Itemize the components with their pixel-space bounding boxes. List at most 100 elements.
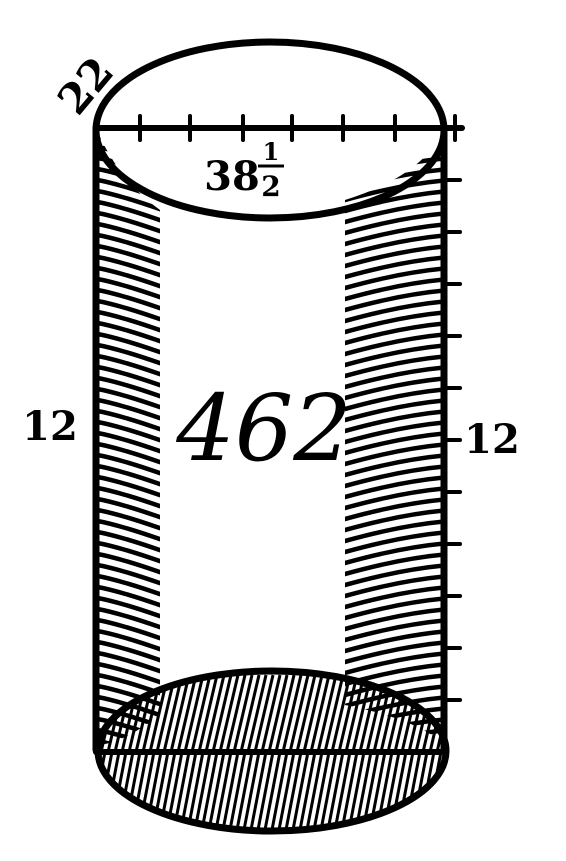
- left-height-label: 12: [22, 403, 78, 450]
- bottom-hatch-stroke: [444, 751, 446, 831]
- bottom-hatch-stroke: [276, 751, 296, 831]
- right-hatch-stroke: [345, 562, 444, 590]
- bottom-hatch-stroke: [206, 751, 226, 831]
- bottom-hatch-stroke: [61, 752, 77, 835]
- right-hatch-stroke: [345, 507, 444, 535]
- bottom-hatch-stroke: [344, 674, 366, 753]
- bottom-hatch-stroke: [288, 674, 310, 753]
- bottom-hatch-stroke: [234, 751, 254, 831]
- right-hatch-stroke: [345, 551, 444, 579]
- top-diameter-fraction-denominator: 2: [261, 170, 280, 203]
- bottom-hatch-stroke: [66, 675, 84, 752]
- bottom-hatch-stroke: [218, 674, 240, 753]
- bottom-hatch-stroke: [330, 674, 352, 753]
- bottom-hatch-stroke: [73, 675, 91, 752]
- right-hatch-stroke: [345, 617, 444, 645]
- bottom-hatch-stroke: [269, 751, 289, 831]
- right-hatch-stroke: [345, 463, 444, 491]
- right-hatch-stroke: [345, 232, 444, 260]
- right-hatch-stroke: [345, 210, 444, 238]
- right-hatch-stroke: [345, 331, 444, 359]
- bottom-hatch-stroke: [323, 674, 345, 753]
- bottom-hatch-stroke: [318, 751, 338, 831]
- right-hatch-stroke: [345, 199, 444, 227]
- bottom-hatch-stroke: [176, 674, 198, 753]
- bottom-hatch-stroke: [98, 751, 100, 831]
- bottom-hatch-stroke: [246, 674, 268, 753]
- right-hatch-stroke: [345, 430, 444, 458]
- right-hatch-stroke: [345, 397, 444, 425]
- bottom-hatch-stroke: [162, 674, 184, 753]
- right-hatch-stroke: [345, 287, 444, 315]
- right-hatch-stroke: [345, 474, 444, 502]
- right-hatch-stroke: [345, 408, 444, 436]
- bottom-hatch-stroke: [241, 751, 261, 831]
- right-hatch-stroke: [345, 518, 444, 546]
- bottom-hatch-stroke: [297, 751, 317, 831]
- bottom-hatch-stroke: [183, 674, 205, 753]
- bottom-hatch-stroke: [283, 751, 303, 831]
- bottom-hatch-stroke: [262, 751, 282, 831]
- bottom-hatch-stroke: [52, 675, 70, 752]
- right-hatch-stroke: [345, 221, 444, 249]
- bottom-hatch-stroke: [54, 752, 70, 835]
- bottom-hatch-stroke: [453, 752, 469, 835]
- bottom-hatch-stroke: [267, 674, 289, 753]
- right-hatch-stroke: [345, 353, 444, 381]
- bottom-hatch-stroke: [227, 751, 247, 831]
- right-hatch-stroke: [345, 573, 444, 601]
- right-hatch-stroke: [345, 650, 444, 678]
- bottom-hatch-stroke: [253, 674, 275, 753]
- bottom-hatch-stroke: [213, 751, 233, 831]
- bottom-hatch-stroke: [337, 674, 359, 753]
- right-hatch-stroke: [345, 639, 444, 667]
- right-hatch-stroke: [345, 452, 444, 480]
- right-hatch-stroke: [345, 298, 444, 326]
- bottom-hatch-stroke: [211, 674, 233, 753]
- right-hatch-stroke: [345, 342, 444, 370]
- right-hatch-stroke: [345, 386, 444, 414]
- right-hatch-stroke: [345, 320, 444, 348]
- right-height-label: 12: [464, 416, 520, 463]
- bottom-hatch-stroke: [435, 674, 446, 753]
- right-hatch-stroke: [345, 254, 444, 282]
- bottom-hatch-stroke: [304, 751, 324, 831]
- bottom-hatch-stroke: [239, 674, 261, 753]
- bottom-hatch-stroke: [220, 751, 240, 831]
- right-hatch-stroke: [345, 595, 444, 623]
- bottom-hatch-stroke: [281, 674, 303, 753]
- bottom-hatch-stroke: [260, 674, 282, 753]
- right-height-scale: [442, 178, 462, 702]
- top-diameter-scale: [93, 114, 465, 142]
- left-wall-hatching: [96, 132, 160, 745]
- right-hatch-stroke: [345, 606, 444, 634]
- bottom-hatch-stroke: [225, 674, 247, 753]
- bottom-hatch-stroke: [311, 751, 331, 831]
- bottom-hatch-stroke: [197, 674, 219, 753]
- bottom-hatch-stroke: [68, 752, 84, 835]
- right-hatch-stroke: [345, 628, 444, 656]
- bottom-hatch-stroke: [316, 674, 338, 753]
- bottom-hatch-stroke: [302, 674, 324, 753]
- bottom-hatch-stroke: [169, 674, 191, 753]
- bottom-hatch-stroke: [274, 674, 296, 753]
- bottom-hatch-stroke: [59, 675, 77, 752]
- right-hatch-stroke: [345, 276, 444, 304]
- bottom-hatch-stroke: [451, 675, 469, 752]
- bottom-hatch-stroke: [255, 751, 275, 831]
- bottom-hatch-stroke: [75, 752, 91, 835]
- right-hatch-stroke: [345, 419, 444, 447]
- right-hatch-stroke: [345, 496, 444, 524]
- right-hatch-stroke: [345, 485, 444, 513]
- right-hatch-stroke: [345, 364, 444, 392]
- bottom-hatch-stroke: [295, 674, 317, 753]
- right-hatch-stroke: [345, 375, 444, 403]
- bottom-hatch-stroke: [309, 674, 331, 753]
- right-hatch-stroke: [345, 243, 444, 271]
- right-hatch-stroke: [345, 441, 444, 469]
- bottom-base-hatching: [52, 674, 469, 835]
- bottom-hatch-stroke: [204, 674, 226, 753]
- bottom-hatch-stroke: [248, 751, 268, 831]
- right-hatch-stroke: [345, 265, 444, 293]
- bottom-hatch-stroke: [190, 674, 212, 753]
